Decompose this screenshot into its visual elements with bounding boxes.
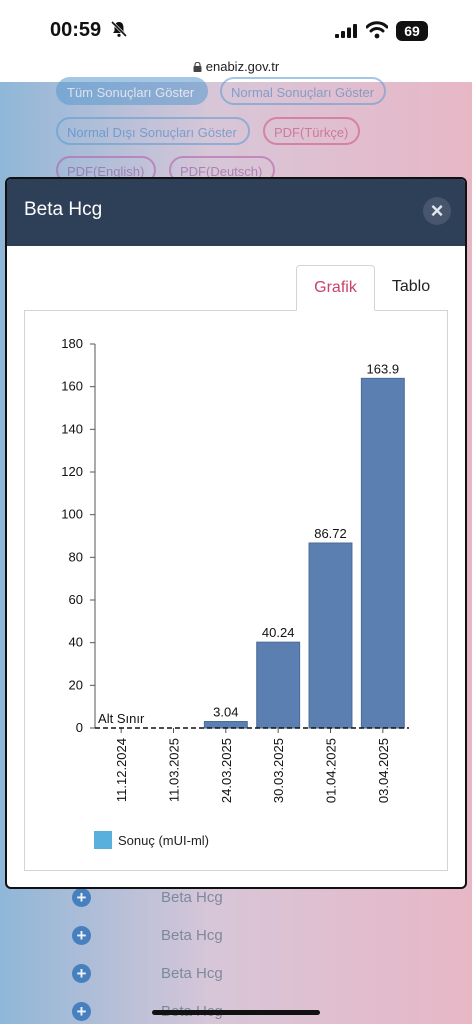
y-tick-label: 180 [61,336,83,351]
bar [203,721,248,729]
modal-header: Beta Hcg × [7,179,465,246]
battery-indicator: 69 [396,21,428,41]
y-tick-label: 140 [61,421,83,436]
expand-plus-icon[interactable]: + [72,1002,91,1021]
status-bar: 00:59 69 [0,0,472,58]
pdf-turkish-button[interactable]: PDF(Türkçe) [263,117,360,145]
bar-chart: 0 20 40 60 80 100 120 140 160 180 Alt Sınır 11.12.2… [61,336,409,849]
list-item-label: Beta Hcg [161,965,223,982]
expand-plus-icon[interactable]: + [72,964,91,983]
data-label: 3.04 [213,705,238,720]
data-label: 163.9 [367,361,400,376]
x-tick-label: 03.04.2025 [376,738,391,803]
y-tick-label: 120 [61,464,83,479]
y-tick-label: 160 [61,379,83,394]
y-tick-label: 40 [69,635,83,650]
data-label: 86.72 [314,526,347,541]
y-tick-label: 100 [61,507,83,522]
legend-swatch [94,831,112,849]
x-tick-label: 24.03.2025 [219,738,234,803]
show-normal-results-button[interactable]: Normal Sonuçları Göster [220,77,386,105]
chart-panel: 0 20 40 60 80 100 120 140 160 180 Alt Sınır 11.12.2… [24,310,448,871]
bar [308,542,353,729]
bar [256,641,301,729]
close-button[interactable]: × [423,197,451,225]
x-tick-label: 01.04.2025 [324,738,339,803]
y-tick-label: 20 [69,677,83,692]
status-time: 00:59 [50,19,102,41]
show-abnormal-results-button[interactable]: Normal Dışı Sonuçları Göster [56,117,250,145]
legend-label: Sonuç (mUI-ml) [118,833,209,848]
url-text: enabiz.gov.tr [205,59,280,74]
expand-plus-icon[interactable]: + [72,888,91,907]
x-tick-label: 30.03.2025 [271,738,286,803]
tab-grafik[interactable]: Grafik [296,265,375,311]
show-all-results-button[interactable]: Tüm Sonuçları Göster [56,77,208,105]
lock-icon [193,62,202,72]
x-tick-label: 11.12.2024 [114,738,129,802]
expand-plus-icon[interactable]: + [72,926,91,945]
home-indicator [152,1010,320,1015]
signal-icon [335,24,357,38]
y-tick-label: 60 [69,592,83,607]
result-chart-modal: Beta Hcg × Grafik Tablo 0 20 40 60 80 100 120 1… [5,177,467,889]
tab-tablo[interactable]: Tablo [391,278,431,295]
y-tick-label: 0 [76,720,83,735]
y-tick-label: 80 [69,549,83,564]
bar [360,377,405,729]
x-tick-label: 11.03.2025 [167,738,182,802]
data-label: 40.24 [262,625,295,640]
wifi-icon [366,21,388,39]
list-item-label: Beta Hcg [161,889,223,906]
data-label: Alt Sınır [98,711,145,726]
tab-bar: Grafik Tablo [7,265,465,311]
list-item-label: Beta Hcg [161,927,223,944]
modal-title: Beta Hcg [24,199,103,220]
bell-muted-icon [110,20,128,38]
